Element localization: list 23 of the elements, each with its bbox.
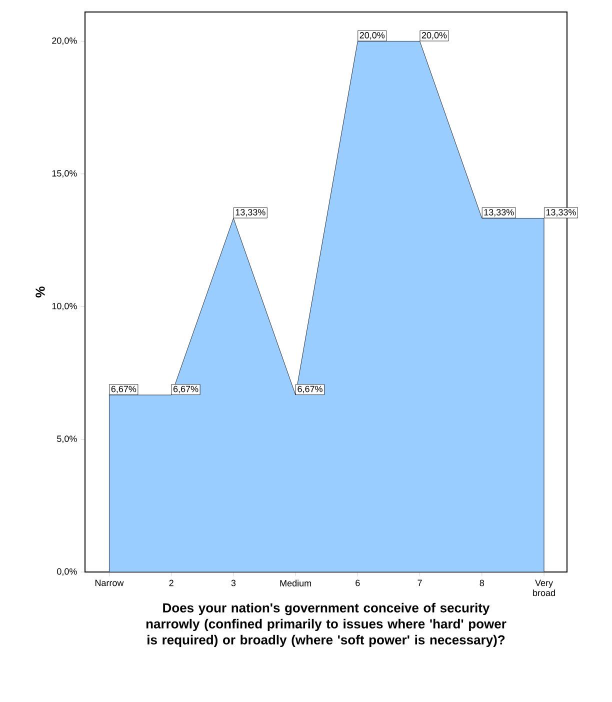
data-label: 20,0% bbox=[422, 32, 447, 40]
y-axis-title: % bbox=[36, 286, 45, 298]
data-label: 20,0% bbox=[360, 32, 385, 40]
data-label: 6,67% bbox=[173, 386, 198, 394]
data-label: 13,33% bbox=[546, 209, 576, 217]
x-tick-label: 7 bbox=[418, 580, 422, 586]
y-tick-label: 20,0% bbox=[52, 37, 77, 45]
x-axis-title: Does your nation's government conceive of security narrowly (confined primarily to issues where 'hard' power is required) or broadly (where 'soft power' is necessary)? bbox=[146, 602, 506, 648]
x-tick-label: Medium bbox=[280, 580, 311, 586]
x-tick-label: Very broad bbox=[533, 580, 555, 596]
x-tick-label: 8 bbox=[480, 580, 484, 586]
data-label: 13,33% bbox=[484, 209, 514, 217]
data-label: 6,67% bbox=[298, 386, 322, 394]
x-tick-label: 3 bbox=[231, 580, 236, 586]
y-tick-label: 5,0% bbox=[57, 436, 77, 444]
data-label: 13,33% bbox=[236, 209, 266, 217]
x-tick-label: 2 bbox=[169, 580, 174, 586]
y-tick-label: 0,0% bbox=[57, 568, 77, 576]
y-tick-label: 15,0% bbox=[52, 170, 77, 178]
x-tick-label: Narrow bbox=[95, 580, 124, 586]
y-tick-label: 10,0% bbox=[52, 302, 77, 310]
x-tick-label: 6 bbox=[356, 580, 360, 586]
data-label: 6,67% bbox=[111, 386, 136, 394]
